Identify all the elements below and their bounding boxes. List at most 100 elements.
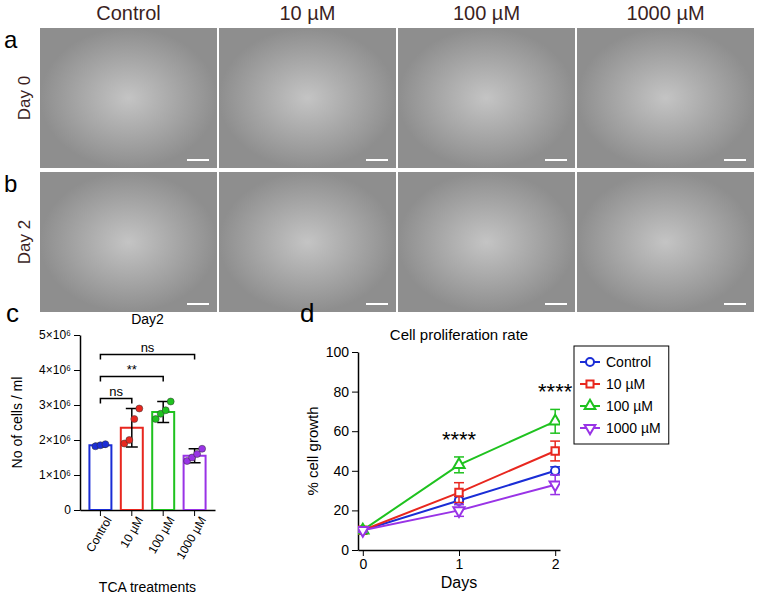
legend-label: 10 µM <box>606 376 645 392</box>
data-point <box>194 451 201 458</box>
tick: 100 µM <box>145 510 177 556</box>
plot-marks <box>89 398 205 510</box>
error-bar <box>550 467 560 475</box>
tick: 20 <box>333 502 358 518</box>
tick-mark <box>352 510 358 511</box>
data-point <box>167 398 174 405</box>
legend-label: 100 µM <box>606 398 653 414</box>
tick: 1 <box>456 550 464 572</box>
tick-label: 2 <box>552 556 560 572</box>
tick-mark <box>352 352 358 353</box>
axis-line <box>80 336 82 511</box>
data-point <box>152 416 159 423</box>
marker <box>550 481 560 491</box>
scale-bar <box>366 303 388 305</box>
bar <box>152 412 174 510</box>
error-bar <box>126 409 138 448</box>
marker <box>550 415 560 425</box>
column-header: Control <box>96 2 160 24</box>
micrograph <box>219 172 396 312</box>
y-axis-title: No of cells / ml <box>9 377 25 469</box>
tick-label: 0 <box>341 542 349 558</box>
legend-label: Control <box>606 354 651 370</box>
marker <box>358 527 368 537</box>
tick: 4×10⁶ <box>39 363 80 377</box>
tick-label: 1000 µM <box>173 514 209 562</box>
micrograph <box>577 28 754 168</box>
column-header: 1000 µM <box>626 2 704 24</box>
tick-mark <box>74 510 80 511</box>
data-point <box>131 416 138 423</box>
tick: 1000 µM <box>173 510 209 562</box>
data-point <box>199 445 206 452</box>
legend-marker <box>585 400 596 409</box>
column-header: 100 µM <box>453 2 520 24</box>
micrograph <box>398 28 575 168</box>
column-header: 10 µM <box>280 2 336 24</box>
error-bar <box>454 457 464 473</box>
series-line <box>363 451 555 530</box>
tick-label: 2×10⁶ <box>39 433 71 447</box>
tick-label: Control <box>83 514 114 555</box>
row-label: Day 2 <box>15 220 34 264</box>
panel-label: a <box>4 26 18 53</box>
marker <box>453 458 464 468</box>
error-bar <box>454 504 464 516</box>
significance-label: ** <box>127 362 137 377</box>
legend-marker <box>586 358 594 366</box>
micrograph <box>40 28 217 168</box>
chart-title: Cell proliferation rate <box>390 326 528 343</box>
scale-bar <box>187 159 209 161</box>
significance-label: **** <box>538 379 573 404</box>
tick: 1×10⁶ <box>39 468 80 482</box>
figure: Control10 µM100 µM1000 µMDay 0aDay 2bcDa… <box>0 0 759 602</box>
tick-label: 1 <box>456 556 464 572</box>
tick-mark <box>352 550 358 551</box>
tick-mark <box>131 510 132 516</box>
error-bar <box>189 449 201 463</box>
series-line <box>363 471 555 530</box>
tick-mark <box>74 370 80 371</box>
tick-label: 100 µM <box>145 514 177 556</box>
tick-mark <box>74 475 80 476</box>
scale-bar <box>724 303 746 305</box>
tick-label: 80 <box>333 384 349 400</box>
data-point <box>102 441 109 448</box>
tick-label: 10 µM <box>117 514 146 550</box>
error-bar <box>454 483 464 503</box>
tick-label: 60 <box>333 423 349 439</box>
tick-label: 100 <box>326 344 350 360</box>
tick: Control <box>83 510 114 555</box>
data-point <box>126 437 133 444</box>
row-label: Day 0 <box>15 76 34 120</box>
significance-bracket <box>100 377 163 382</box>
tick: 40 <box>333 463 358 479</box>
tick-label: 1×10⁶ <box>39 468 71 482</box>
tick: 100 <box>326 344 358 360</box>
y-axis: 01×10⁶2×10⁶3×10⁶4×10⁶5×10⁶ <box>39 328 80 517</box>
y-axis: 0 20 40 60 80 100 <box>326 344 359 558</box>
marker <box>453 507 464 517</box>
chart-title: Day2 <box>131 311 164 327</box>
micrograph <box>219 28 396 168</box>
tick-mark <box>74 405 80 406</box>
micrograph <box>577 172 754 312</box>
tick-label: 4×10⁶ <box>39 363 71 377</box>
tick: 60 <box>333 423 358 439</box>
tick-label: 3×10⁶ <box>39 398 71 412</box>
series-line <box>363 421 555 530</box>
marker <box>455 489 462 496</box>
bar <box>121 428 143 510</box>
y-axis-title: % cell growth <box>304 406 321 495</box>
tick: 0 <box>359 550 367 572</box>
tick: 5×10⁶ <box>39 328 80 342</box>
x-axis: Control10 µM100 µM1000 µM <box>81 510 216 562</box>
tick-mark <box>100 510 101 516</box>
chart-d: dCell proliferation rate020406080100012D… <box>300 298 669 591</box>
tick-label: 20 <box>333 502 349 518</box>
tick-mark <box>352 431 358 432</box>
tick: 0 <box>341 542 358 558</box>
tick-label: 40 <box>333 463 349 479</box>
tick-mark <box>352 392 358 393</box>
significance-label: ns <box>109 384 123 399</box>
